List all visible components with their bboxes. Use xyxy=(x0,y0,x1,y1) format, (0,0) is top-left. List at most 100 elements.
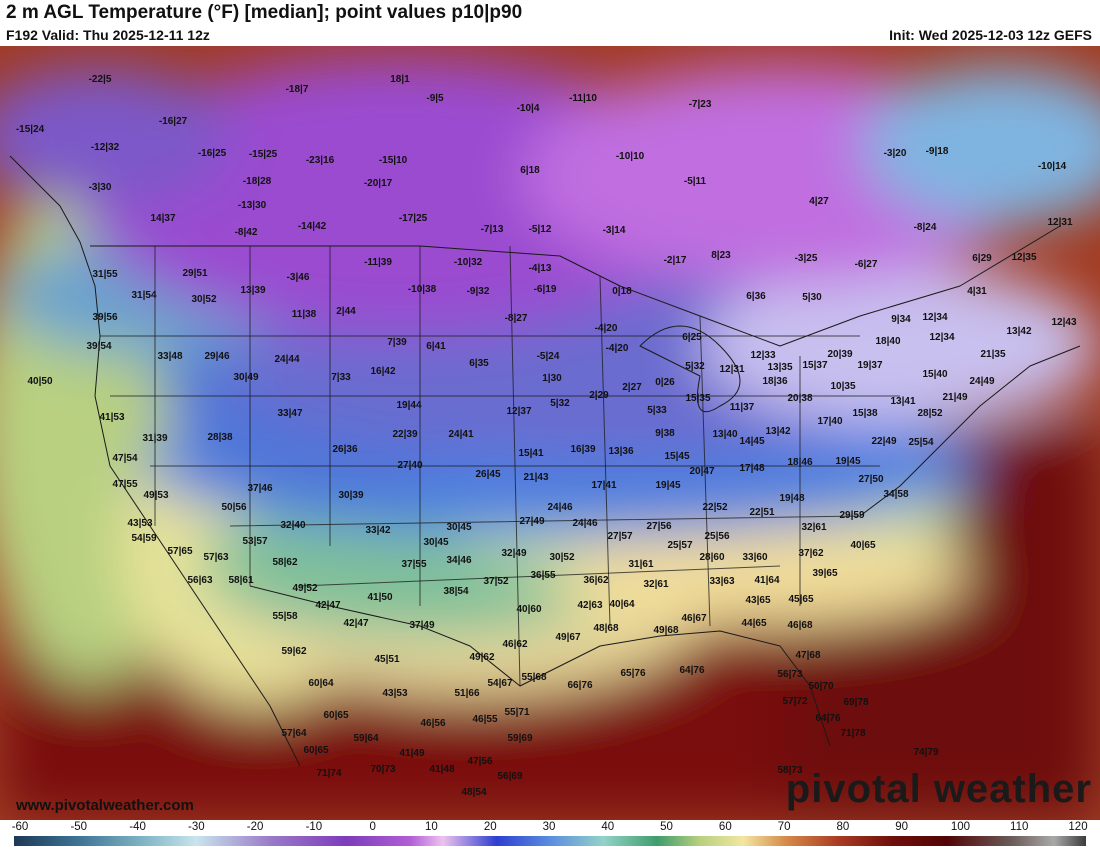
point-value-label: 48|54 xyxy=(461,787,486,798)
point-value-label: 26|45 xyxy=(475,469,500,480)
point-value-label: 57|64 xyxy=(281,728,306,739)
point-value-label: -16|25 xyxy=(198,148,227,159)
point-value-label: -4|20 xyxy=(606,343,629,354)
point-value-label: 30|49 xyxy=(233,372,258,383)
point-value-label: -6|27 xyxy=(855,259,878,270)
colorbar-tick: -60 xyxy=(11,821,29,833)
point-value-label: 14|45 xyxy=(739,436,764,447)
point-value-label: 25|57 xyxy=(667,540,692,551)
point-value-label: 33|47 xyxy=(277,408,302,419)
header: 2 m AGL Temperature (°F) [median]; point… xyxy=(0,0,1100,46)
point-value-label: 1|30 xyxy=(542,373,562,384)
point-value-label: 7|33 xyxy=(331,372,351,383)
point-value-label: 27|56 xyxy=(646,521,671,532)
point-value-label: 19|45 xyxy=(835,456,860,467)
point-value-label: 20|38 xyxy=(787,393,812,404)
point-value-label: 55|58 xyxy=(272,611,297,622)
point-value-label: 6|29 xyxy=(972,253,992,264)
point-value-label: 28|38 xyxy=(207,432,232,443)
point-value-label: 41|53 xyxy=(99,412,124,423)
point-value-label: 47|55 xyxy=(112,479,137,490)
point-value-label: -23|16 xyxy=(306,155,335,166)
point-value-label: 41|64 xyxy=(754,575,779,586)
colorbar-gradient xyxy=(14,836,1086,846)
point-value-label: -10|10 xyxy=(616,151,645,162)
point-value-label: -18|28 xyxy=(243,176,272,187)
point-value-label: -3|25 xyxy=(795,253,818,264)
point-value-label: 32|40 xyxy=(280,520,305,531)
point-value-label: -4|20 xyxy=(595,323,618,334)
colorbar-tick: 70 xyxy=(777,821,791,833)
point-value-label: 18|36 xyxy=(762,376,787,387)
point-value-label: 59|62 xyxy=(281,646,306,657)
point-value-label: -3|20 xyxy=(884,148,907,159)
point-value-label: 28|60 xyxy=(699,552,724,563)
point-value-label: 30|45 xyxy=(446,522,471,533)
colorbar-tick: 20 xyxy=(483,821,497,833)
point-value-label: 22|49 xyxy=(871,436,896,447)
point-value-label: 46|62 xyxy=(502,639,527,650)
point-value-label: 51|66 xyxy=(454,688,479,699)
point-value-label: 56|69 xyxy=(497,771,522,782)
point-value-label: 31|39 xyxy=(142,433,167,444)
point-value-label: 40|65 xyxy=(850,540,875,551)
point-value-label: 66|76 xyxy=(567,680,592,691)
colorbar-tick: 60 xyxy=(718,821,732,833)
point-value-label: 13|39 xyxy=(240,285,265,296)
point-value-label: 18|1 xyxy=(390,74,410,85)
point-value-label: 56|73 xyxy=(777,669,802,680)
point-value-label: 6|35 xyxy=(469,358,489,369)
point-value-label: -20|17 xyxy=(364,178,393,189)
point-value-label: 17|48 xyxy=(739,463,764,474)
point-value-label: -10|4 xyxy=(517,103,540,114)
point-value-label: -10|14 xyxy=(1038,161,1067,172)
point-value-label: 22|39 xyxy=(392,429,417,440)
colorbar-ticks: -60 -50 -40 -30 -20 -10 0 10 20 30 40 50 60 70 80 90 100… xyxy=(0,820,1100,834)
point-value-label: 0|18 xyxy=(612,286,632,297)
point-value-label: 33|60 xyxy=(742,552,767,563)
colorbar-tick: -10 xyxy=(305,821,323,833)
point-value-label: 18|46 xyxy=(787,457,812,468)
point-value-label: -22|5 xyxy=(89,74,112,85)
point-value-label: 43|53 xyxy=(382,688,407,699)
temperature-map[interactable]: -22|5 18|1 -18|7 -9|5 -11|10 -7|23 -15|24 -16|2… xyxy=(0,46,1100,820)
point-value-label: 29|46 xyxy=(204,351,229,362)
point-value-label: 27|40 xyxy=(397,460,422,471)
point-value-label: 20|39 xyxy=(827,349,852,360)
point-value-label: -13|30 xyxy=(238,200,267,211)
point-value-label: 39|54 xyxy=(86,341,111,352)
point-value-label: 44|65 xyxy=(741,618,766,629)
point-value-label: 17|41 xyxy=(591,480,616,491)
point-value-label: 49|68 xyxy=(653,625,678,636)
boundaries xyxy=(9,155,1081,767)
init-time: Init: Wed 2025-12-03 12z GEFS xyxy=(889,27,1092,43)
point-value-label: 36|62 xyxy=(583,575,608,586)
point-value-label: -5|12 xyxy=(529,224,552,235)
point-value-label: 37|55 xyxy=(401,559,426,570)
point-value-label: -10|32 xyxy=(454,257,483,268)
point-value-label: 33|42 xyxy=(365,525,390,536)
point-value-label: -6|19 xyxy=(534,284,557,295)
point-value-label: 30|45 xyxy=(423,537,448,548)
point-value-label: 37|62 xyxy=(798,548,823,559)
map-canvas: -22|5 18|1 -18|7 -9|5 -11|10 -7|23 -15|24 -16|2… xyxy=(0,46,1100,820)
point-value-label: 6|18 xyxy=(520,165,540,176)
point-value-label: 5|32 xyxy=(685,361,705,372)
point-value-label: 60|65 xyxy=(323,710,348,721)
point-value-label: 12|43 xyxy=(1051,317,1076,328)
point-value-label: 15|40 xyxy=(922,369,947,380)
point-value-label: 48|68 xyxy=(593,623,618,634)
point-value-label: 58|62 xyxy=(272,557,297,568)
point-value-label: 39|65 xyxy=(812,568,837,579)
point-value-label: 15|45 xyxy=(664,451,689,462)
point-value-label: 39|56 xyxy=(92,312,117,323)
point-value-label: 18|40 xyxy=(875,336,900,347)
point-value-label: 46|56 xyxy=(420,718,445,729)
point-value-label: 37|49 xyxy=(409,620,434,631)
point-value-label: 42|47 xyxy=(343,618,368,629)
point-value-label: -8|24 xyxy=(914,222,937,233)
point-value-label: 57|72 xyxy=(782,696,807,707)
point-value-label: 45|65 xyxy=(788,594,813,605)
point-value-label: 14|37 xyxy=(150,213,175,224)
point-value-label: 50|56 xyxy=(221,502,246,513)
